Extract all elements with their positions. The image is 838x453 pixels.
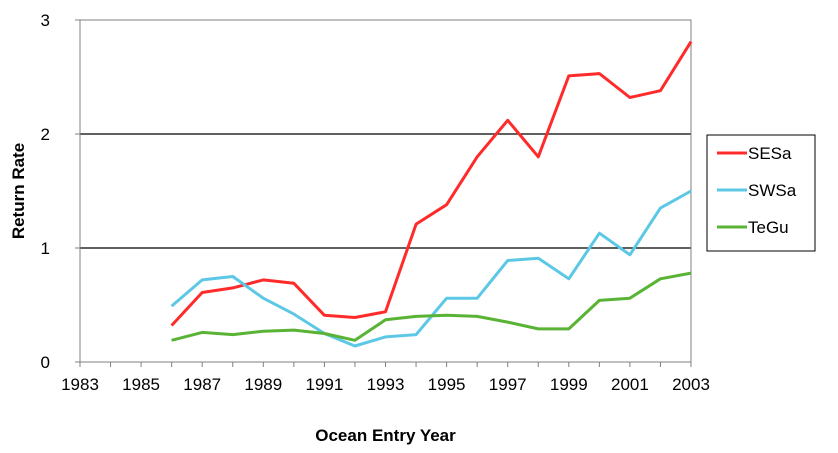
y-axis-title: Return Rate <box>9 143 28 239</box>
y-tick-label: 3 <box>41 11 50 30</box>
x-tick-label: 2001 <box>611 375 649 394</box>
y-tick-label: 1 <box>41 239 50 258</box>
legend-label: TeGu <box>748 218 789 237</box>
legend: SESa SWSa TeGu <box>706 134 816 252</box>
y-tick-label: 2 <box>41 125 50 144</box>
x-tick-label: 1991 <box>305 375 343 394</box>
x-tick-label: 1995 <box>428 375 466 394</box>
series-line-tegu <box>171 271 692 342</box>
grid-lines <box>80 133 691 249</box>
y-axis-ticks: 0 1 2 3 <box>41 11 80 372</box>
legend-label: SWSa <box>748 181 797 200</box>
x-tick-label: 1993 <box>367 375 405 394</box>
x-tick-label: 1997 <box>489 375 527 394</box>
legend-label: SESa <box>748 144 792 163</box>
x-tick-label: 1983 <box>61 375 99 394</box>
series-line-sesa <box>170 40 693 327</box>
x-tick-label: 1985 <box>122 375 160 394</box>
x-tick-label: 1989 <box>244 375 282 394</box>
y-tick-label: 0 <box>41 353 50 372</box>
x-axis-ticks: 1983 1985 1987 1989 1991 1993 1995 1997 1999 2001… <box>61 362 710 394</box>
x-axis-title: Ocean Entry Year <box>315 426 456 445</box>
series-lines <box>170 40 693 348</box>
x-tick-label: 1999 <box>550 375 588 394</box>
x-tick-label: 1987 <box>183 375 221 394</box>
x-tick-label: 2003 <box>672 375 710 394</box>
